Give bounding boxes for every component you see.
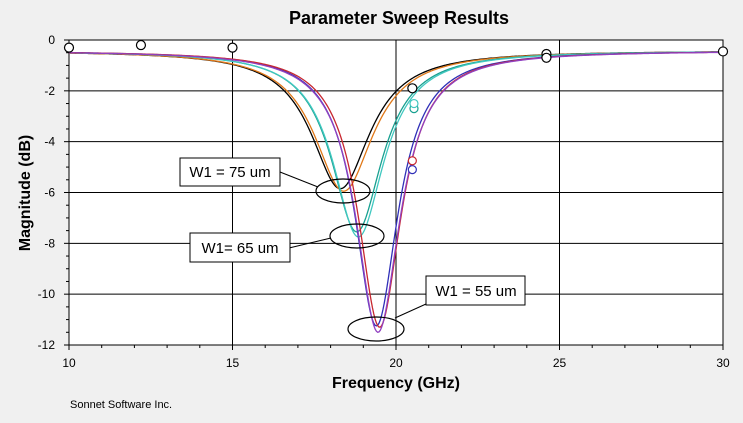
data-marker [717, 46, 729, 57]
y-tick-label: -10 [38, 287, 56, 301]
data-marker [407, 83, 418, 94]
y-tick-label: 0 [48, 33, 55, 47]
annotation-leader-65 [288, 237, 332, 249]
y-axis-label: Magnitude (dB) [17, 135, 34, 251]
y-tick-label: -6 [44, 186, 55, 200]
y-tick-label: -2 [44, 84, 55, 98]
annotation-ellipse-65 [329, 223, 385, 249]
x-tick-label: 10 [62, 356, 76, 370]
y-tick-label: -8 [44, 236, 55, 250]
series-marker [407, 165, 417, 175]
data-marker [63, 42, 75, 53]
y-tick-label: -4 [44, 135, 55, 149]
annotation-label-75: W1 = 75 um [189, 164, 270, 181]
x-tick-label: 30 [716, 356, 730, 370]
annotation-ellipse-75 [315, 178, 371, 204]
series-line-7 [68, 51, 724, 333]
series-marker [407, 156, 417, 166]
annotation-leader-55 [394, 303, 427, 319]
data-marker [227, 42, 238, 53]
chart-title: Parameter Sweep Results [289, 8, 509, 28]
axis-ticks: 10 15 20 25 30 0 -2 -4 -6 -8 -10 -12 [38, 33, 730, 370]
annotation-box-75 [179, 157, 281, 187]
annotation-label-65: W1= 65 um [201, 240, 278, 257]
data-marker [541, 52, 552, 63]
annotation-group: W1 = 75 um W1= 65 um W1 = 55 um [179, 157, 526, 342]
annotation-leader-75 [279, 171, 319, 188]
y-tick-label: -12 [38, 338, 56, 352]
series-group [68, 51, 724, 333]
x-tick-label: 20 [389, 356, 403, 370]
x-tick-label: 15 [226, 356, 240, 370]
annotation-label-55: W1 = 55 um [435, 283, 516, 300]
credit-text: Sonnet Software Inc. [70, 399, 172, 411]
annotation-box-65 [189, 232, 291, 263]
x-axis-label: Frequency (GHz) [332, 375, 460, 392]
annotation-ellipse-55 [347, 316, 405, 342]
x-tick-label: 25 [553, 356, 567, 370]
series-marker [409, 98, 419, 109]
marker-group [63, 39, 729, 175]
annotation-box-55 [425, 275, 526, 306]
data-marker [135, 39, 147, 51]
